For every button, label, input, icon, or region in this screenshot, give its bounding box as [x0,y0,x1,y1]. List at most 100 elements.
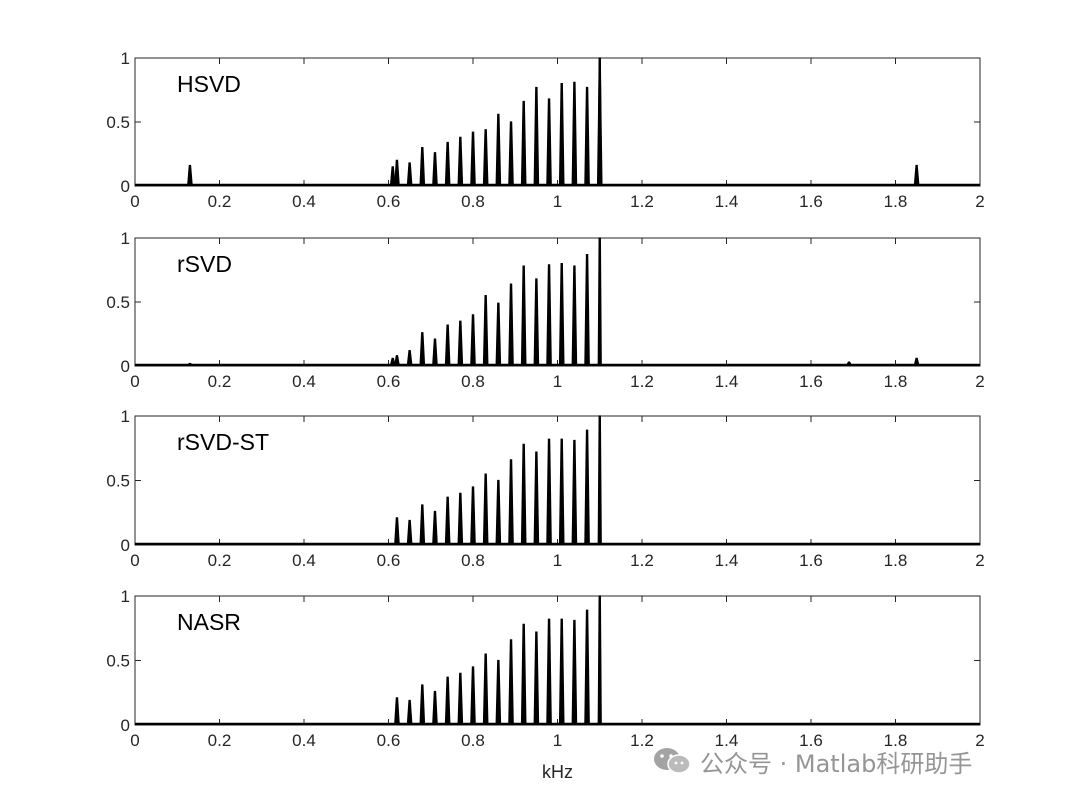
x-tick-label: 2 [975,192,984,211]
spectrum-peak [457,672,464,725]
spectrum-peak [533,86,540,186]
x-tick-label: 0.2 [208,551,232,570]
axes-box [134,57,981,187]
x-tick-label: 0.4 [292,192,316,211]
y-tick-label: 0.5 [106,652,130,671]
spectrum-peak [470,314,476,366]
spectrum-peak [584,86,590,186]
spectrum-peak [419,147,426,186]
spectrum-peak [482,129,489,186]
x-tick-label: 1.8 [884,551,908,570]
axes-box [134,237,981,367]
x-tick-label: 1.8 [884,192,908,211]
x-tick-label: 0.6 [377,372,401,391]
x-tick-label: 0.4 [292,372,316,391]
x-tick-label: 0.4 [292,551,316,570]
spectrum-peak [571,439,578,545]
y-tick-label: 1 [121,407,130,426]
spectrum-peak [444,324,451,366]
spectrum-peak [597,237,602,366]
x-tick-label: 1.4 [715,551,739,570]
subplot-hsvd: 0 0.2 0.4 0.6 0.8 1 1.2 1.4 1.6 1.8 2 0 0.5 1 HSVD [106,49,984,211]
x-tick-label: 1.4 [715,192,739,211]
x-tick-label: 2 [975,731,984,750]
spectrum-peak [394,159,400,186]
y-tick-label: 1 [121,229,130,248]
spectrum-peak [444,496,451,545]
spectrum-peak [558,263,565,366]
spectrum-peak [546,618,552,725]
spectrum-peak [520,265,527,366]
subplot-rsvd-st: 0 0.2 0.4 0.6 0.8 1 1.2 1.4 1.6 1.8 2 0 0.5 1 rSVD-ST [106,407,984,570]
x-tick-label: 1.2 [630,551,654,570]
panel-title: rSVD [177,251,232,277]
spectrum-peak [584,254,590,366]
spectrum-peak [432,338,438,366]
x-tick-label: 1.8 [884,372,908,391]
spectrum-peak [571,81,578,186]
spectrum-peak [913,357,920,366]
spectrum-peak [186,362,194,366]
spectrum-peak [508,283,514,366]
spectrum-peak [406,519,413,545]
x-tick-label: 0 [130,551,139,570]
spectrum-peak [533,631,540,725]
spectrum-peak [508,639,514,725]
spectrum-peak [470,666,476,725]
spectrum-peak [495,479,502,545]
spectrum-peak [558,83,565,186]
spectrum-peak [482,295,489,366]
x-tick-label: 0.8 [461,551,485,570]
x-tick-label: 0.8 [461,731,485,750]
spectrum-peak [597,415,602,545]
x-tick-label: 1 [553,551,562,570]
spectrum-peak [508,121,514,186]
spectrum-peak [389,166,396,186]
watermark: 公众号 · Matlab科研助手 [652,742,972,780]
spectrum-peak [495,302,502,366]
spectrum-peak [546,438,552,545]
x-axis-label: kHz [542,762,573,782]
x-tick-label: 1.6 [799,372,823,391]
spectrum-peak [482,473,489,545]
spectrum-peak [508,459,514,545]
spectrum-peak [495,113,502,186]
panel-title: HSVD [177,71,241,97]
spectrum-peak [571,619,578,725]
y-tick-label: 0 [121,716,130,735]
x-tick-label: 1.6 [799,551,823,570]
spectrum-peak [546,98,552,186]
spectrum-peak [457,136,464,186]
x-tick-label: 1 [553,192,562,211]
spectrum-peak [558,618,565,725]
x-tick-label: 2 [975,372,984,391]
spectrum-peak [520,443,527,545]
spectrum-peak [482,653,489,725]
spectrum-peak [520,100,527,186]
x-tick-label: 1.2 [630,731,654,750]
spectrum-peak [444,676,451,725]
spectrum-peak [419,684,426,725]
y-tick-label: 0 [121,536,130,555]
spectrum-peak [597,57,602,186]
spectrum-peak [533,451,540,545]
panel-title: NASR [177,609,241,635]
spectrum-peak [533,278,540,366]
y-tick-label: 1 [121,587,130,606]
x-tick-label: 1 [553,731,562,750]
wechat-icon [654,748,691,774]
y-tick-label: 0.5 [106,472,130,491]
y-tick-label: 1 [121,49,130,68]
spectrum-peak [406,162,413,186]
spectrum-peak [457,320,464,366]
x-tick-label: 0.8 [461,192,485,211]
x-tick-label: 0.6 [377,551,401,570]
x-tick-label: 1.8 [884,731,908,750]
spectrum-peak [419,504,426,545]
spectrum-peak [571,265,578,366]
spectrum-peak [394,697,400,725]
spectrum-peak [457,492,464,545]
spectrum-peak [845,361,853,366]
spectrum-peak [558,438,565,545]
